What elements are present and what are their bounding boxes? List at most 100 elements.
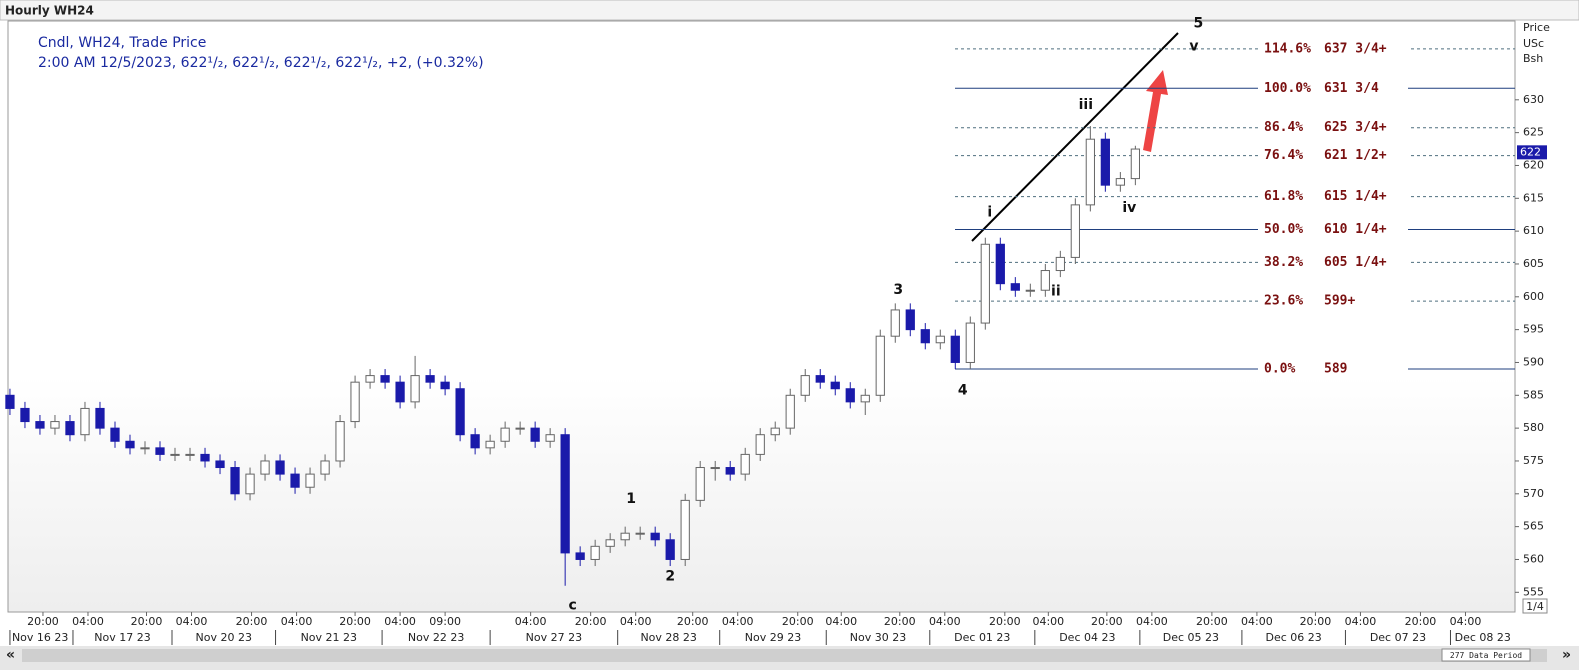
candle-body [410, 375, 420, 403]
scroll-left-button[interactable]: « [6, 647, 15, 663]
wave-label: i [987, 205, 992, 221]
y-tick-label: 560 [1523, 552, 1544, 565]
y-axis-header: Bsh [1523, 52, 1543, 65]
candle-body [665, 539, 675, 560]
candle-body [380, 375, 390, 383]
candle-body [560, 434, 570, 554]
candle-body [830, 381, 840, 390]
wave-label: 2 [665, 569, 675, 585]
scale-box [1522, 598, 1548, 614]
data-period-box [1441, 648, 1531, 662]
fib-price: 621 1/2+ [1324, 148, 1387, 163]
x-tick-label: 04:00 [1032, 615, 1064, 628]
wave-label: 5 [1194, 16, 1204, 32]
candle-body [140, 447, 150, 450]
x-tick-label: 04:00 [825, 615, 857, 628]
candle-body [800, 375, 810, 396]
candle-body [440, 381, 450, 390]
candle-body [785, 394, 795, 429]
fib-price: 625 3/4+ [1324, 120, 1387, 135]
candle-body [35, 421, 45, 429]
candle-body [1130, 148, 1140, 180]
arrow [1143, 70, 1168, 152]
candle-body [1025, 289, 1035, 292]
candle-body [515, 427, 525, 430]
fib-label-bg [1258, 119, 1408, 136]
y-axis-header: Price [1523, 21, 1550, 34]
x-tick-label: 20:00 [989, 615, 1021, 628]
plot-area [7, 20, 1516, 613]
title-bar [0, 0, 1579, 21]
candle-body [890, 309, 900, 337]
scroll-thumb[interactable] [22, 649, 1547, 662]
date-label: Nov 20 23 [196, 631, 252, 644]
candle-body [80, 407, 90, 436]
y-tick-label: 585 [1523, 388, 1544, 401]
candle-body [425, 375, 435, 383]
candle-body [575, 552, 585, 560]
candle-body [650, 532, 660, 541]
fib-percent: 100.0% [1264, 81, 1311, 96]
candle-body [605, 539, 615, 547]
date-label: Nov 22 23 [408, 631, 464, 644]
date-label: Nov 29 23 [745, 631, 801, 644]
candle-body [470, 434, 480, 449]
trend-line [971, 32, 1179, 242]
fib-percent: 0.0% [1264, 362, 1295, 377]
candle-body [965, 322, 975, 363]
wave-label: 1 [626, 491, 636, 507]
candle-body [125, 440, 135, 449]
x-tick-label: 04:00 [72, 615, 104, 628]
candle-body [1040, 270, 1050, 291]
candle-body [770, 427, 780, 436]
candle-body [695, 467, 705, 501]
candle-body [185, 453, 195, 456]
chart-title: Hourly WH24 [5, 4, 94, 18]
y-axis-header: USc [1523, 37, 1544, 50]
scroll-right-button[interactable]: » [1562, 647, 1571, 663]
candle-body [230, 467, 240, 495]
info-line: 2:00 AM 12/5/2023, 622¹/₂, 622¹/₂, 622¹/… [38, 55, 484, 71]
date-label: Dec 07 23 [1370, 631, 1426, 644]
candle-body [455, 388, 465, 436]
wave-label: ii [1051, 284, 1061, 300]
x-tick-label: 04:00 [722, 615, 754, 628]
date-label: Dec 04 23 [1059, 631, 1115, 644]
y-tick-label: 595 [1523, 323, 1544, 336]
fib-price: 599+ [1324, 294, 1355, 309]
candle-body [935, 335, 945, 344]
y-tick-label: 565 [1523, 520, 1544, 533]
x-tick-label: 20:00 [575, 615, 607, 628]
fib-percent: 61.8% [1264, 189, 1303, 204]
wave-label: 4 [958, 383, 968, 399]
y-tick-label: 580 [1523, 421, 1544, 434]
fib-percent: 114.6% [1264, 41, 1311, 56]
date-label: Dec 06 23 [1266, 631, 1322, 644]
fib-label-bg [1258, 188, 1408, 205]
y-tick-label: 590 [1523, 355, 1544, 368]
y-tick-label: 630 [1523, 93, 1544, 106]
wave-label: 3 [893, 282, 903, 298]
candle-body [320, 460, 330, 475]
fib-price: 637 3/4+ [1324, 41, 1387, 56]
fib-percent: 38.2% [1264, 255, 1303, 270]
candle-body [20, 407, 30, 423]
candle-body [725, 467, 735, 475]
last-price-label: 622 [1520, 145, 1541, 158]
wave-label: c [568, 597, 576, 613]
x-tick-label: 20:00 [677, 615, 709, 628]
y-tick-label: 575 [1523, 454, 1544, 467]
fib-percent: 23.6% [1264, 294, 1303, 309]
candle-body [215, 460, 225, 469]
y-tick-label: 620 [1523, 158, 1544, 171]
info-line: Cndl, WH24, Trade Price [38, 35, 206, 51]
fib-label-bg [1258, 293, 1408, 310]
x-tick-label: 20:00 [1091, 615, 1123, 628]
fib-label-bg [1258, 40, 1408, 57]
candle-body [170, 453, 180, 456]
candle-body [1010, 283, 1020, 291]
x-tick-label: 20:00 [1405, 615, 1437, 628]
y-tick-label: 600 [1523, 290, 1544, 303]
candle-body [335, 421, 345, 462]
